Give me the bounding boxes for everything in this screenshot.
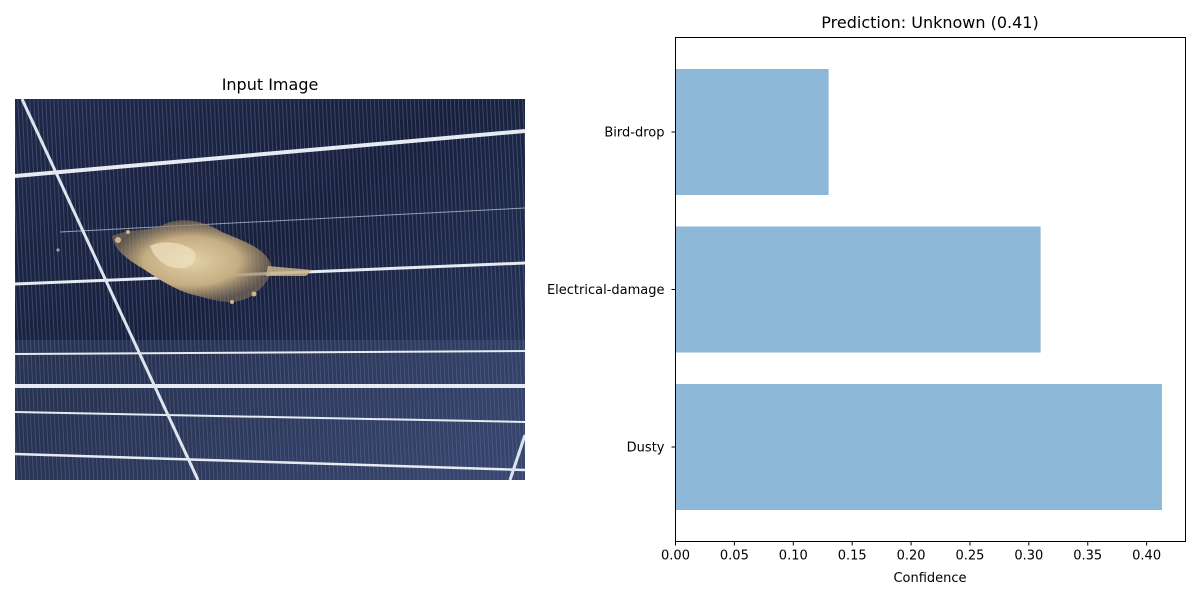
y-axis: Bird-drop Electrical-damage Dusty	[547, 126, 676, 456]
x-tick-label: 0.20	[897, 549, 926, 564]
panel-lower-glare	[15, 340, 525, 480]
confidence-chart: Prediction: Unknown (0.41) Bird-drop Elec…	[547, 13, 1186, 586]
x-tick-label: 0.30	[1014, 549, 1043, 564]
x-tick-label: 0.10	[779, 549, 808, 564]
x-tick-label: 0.00	[661, 549, 690, 564]
x-tick-label: 0.05	[720, 549, 749, 564]
panel-frame-lines	[20, 99, 525, 480]
solar-panel-image	[15, 99, 525, 480]
bar-dusty	[675, 384, 1162, 510]
x-tick-label: 0.15	[838, 549, 867, 564]
chart-bars	[675, 69, 1162, 510]
x-tick-label: 0.25	[955, 549, 984, 564]
y-tick-label: Dusty	[627, 441, 665, 456]
bird-drop-debris	[56, 220, 312, 304]
x-tick-label: 0.40	[1132, 549, 1161, 564]
panel-busbars	[15, 129, 525, 472]
y-tick-label: Bird-drop	[604, 126, 664, 141]
x-axis-label: Confidence	[893, 571, 966, 586]
chart-title: Prediction: Unknown (0.41)	[821, 13, 1038, 32]
x-axis: 0.00 0.05 0.10 0.15 0.20 0.25 0.30 0.35 0.40	[661, 541, 1161, 564]
bar-bird-drop	[675, 69, 829, 195]
input-image-panel: Input Image	[15, 75, 525, 480]
x-tick-label: 0.35	[1073, 549, 1102, 564]
bar-electrical-damage	[675, 226, 1041, 353]
y-tick-label: Electrical-damage	[547, 283, 665, 298]
input-image-title: Input Image	[222, 75, 319, 94]
